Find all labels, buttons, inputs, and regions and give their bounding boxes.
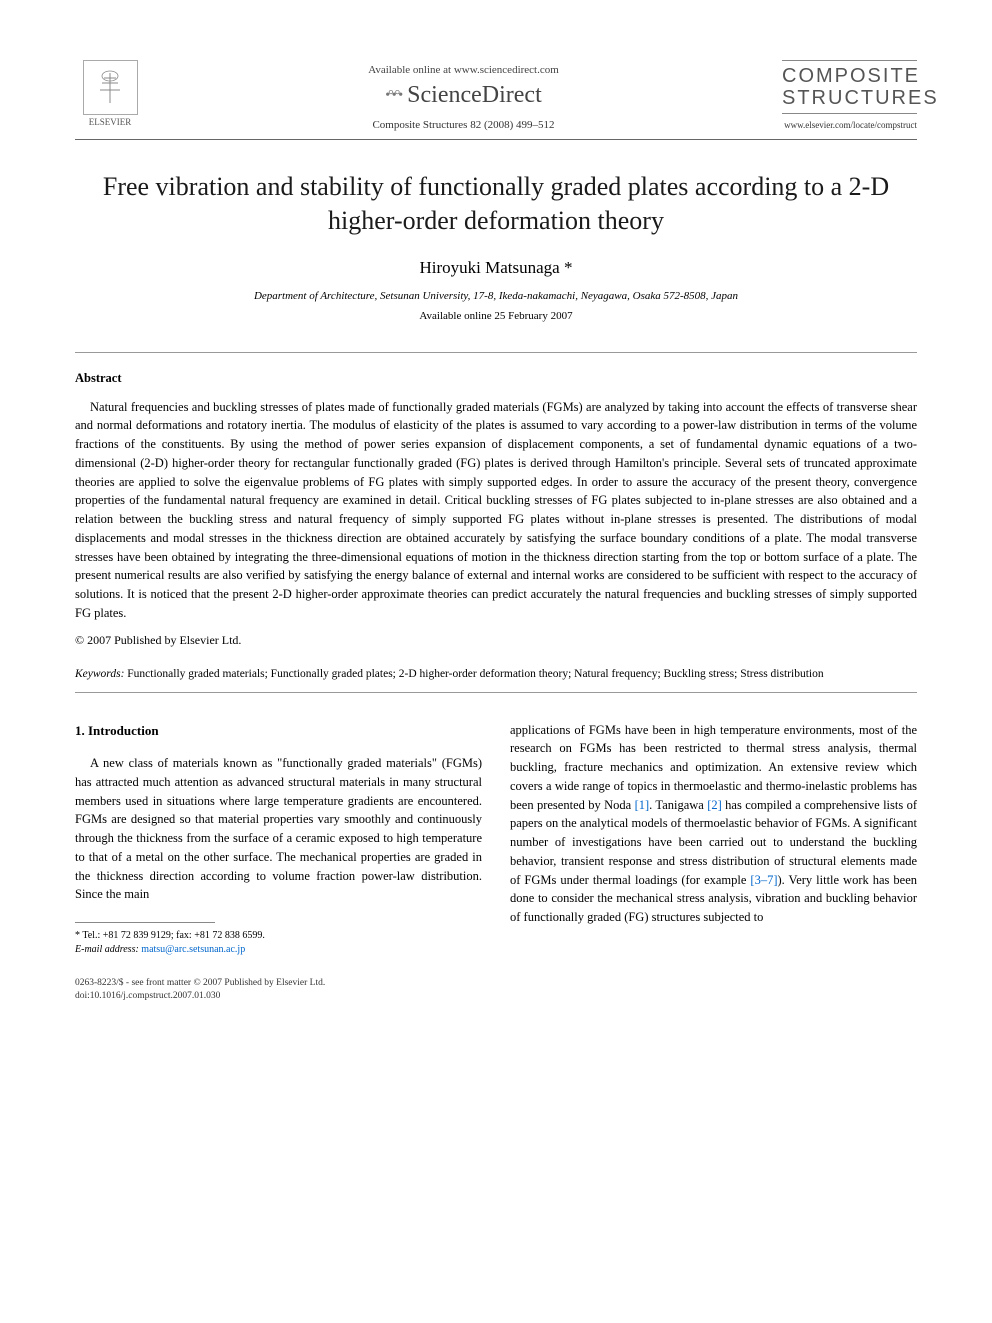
footnote-email-line: E-mail address: matsu@arc.setsunan.ac.jp [75, 943, 482, 957]
available-date: Available online 25 February 2007 [75, 310, 917, 322]
available-online-text: Available online at www.sciencedirect.co… [145, 64, 782, 76]
elsevier-logo: ELSEVIER [75, 60, 145, 127]
doi-line: doi:10.1016/j.compstruct.2007.01.030 [75, 990, 917, 1003]
abstract-body: Natural frequencies and buckling stresse… [75, 398, 917, 623]
page-header: ELSEVIER Available online at www.science… [75, 60, 917, 131]
author-affiliation: Department of Architecture, Setsunan Uni… [75, 290, 917, 302]
sciencedirect-logo: •°•°• ScienceDirect [145, 82, 782, 109]
abstract-heading: Abstract [75, 371, 917, 386]
elsevier-tree-icon [83, 60, 138, 115]
issn-line: 0263-8223/$ - see front matter © 2007 Pu… [75, 977, 917, 990]
keywords-label: Keywords: [75, 668, 124, 680]
bottom-info: 0263-8223/$ - see front matter © 2007 Pu… [75, 977, 917, 1004]
right-column: applications of FGMs have been in high t… [510, 721, 917, 958]
keywords-text: Functionally graded materials; Functiona… [124, 668, 823, 680]
journal-url: www.elsevier.com/locate/compstruct [782, 120, 917, 130]
journal-name: COMPOSITE STRUCTURES [782, 60, 917, 114]
paper-title: Free vibration and stability of function… [75, 170, 917, 238]
footnote-email-label: E-mail address: [75, 944, 139, 955]
left-column: 1. Introduction A new class of materials… [75, 721, 482, 958]
footnote-contact: * Tel.: +81 72 839 9129; fax: +81 72 838… [75, 929, 482, 943]
intro-paragraph-left: A new class of materials known as "funct… [75, 754, 482, 904]
footnote-divider [75, 922, 215, 923]
footnote-email[interactable]: matsu@arc.setsunan.ac.jp [141, 944, 245, 955]
sciencedirect-text: ScienceDirect [407, 82, 542, 109]
author-name: Hiroyuki Matsunaga * [75, 258, 917, 278]
ref-link-3-7[interactable]: [3–7] [750, 873, 777, 887]
intro-paragraph-right: applications of FGMs have been in high t… [510, 721, 917, 927]
abstract-top-divider [75, 352, 917, 353]
introduction-heading: 1. Introduction [75, 721, 482, 741]
ref-link-2[interactable]: [2] [707, 798, 722, 812]
keywords-bottom-divider [75, 692, 917, 693]
journal-logo: COMPOSITE STRUCTURES www.elsevier.com/lo… [782, 60, 917, 130]
sd-dots-icon: •°•°• [385, 88, 401, 104]
keywords-line: Keywords: Functionally graded materials;… [75, 666, 917, 682]
center-header: Available online at www.sciencedirect.co… [145, 60, 782, 131]
body-columns: 1. Introduction A new class of materials… [75, 721, 917, 958]
header-divider [75, 139, 917, 140]
abstract-copyright: © 2007 Published by Elsevier Ltd. [75, 633, 917, 648]
ref-link-1[interactable]: [1] [635, 798, 650, 812]
elsevier-label: ELSEVIER [75, 117, 145, 127]
journal-reference: Composite Structures 82 (2008) 499–512 [145, 119, 782, 131]
